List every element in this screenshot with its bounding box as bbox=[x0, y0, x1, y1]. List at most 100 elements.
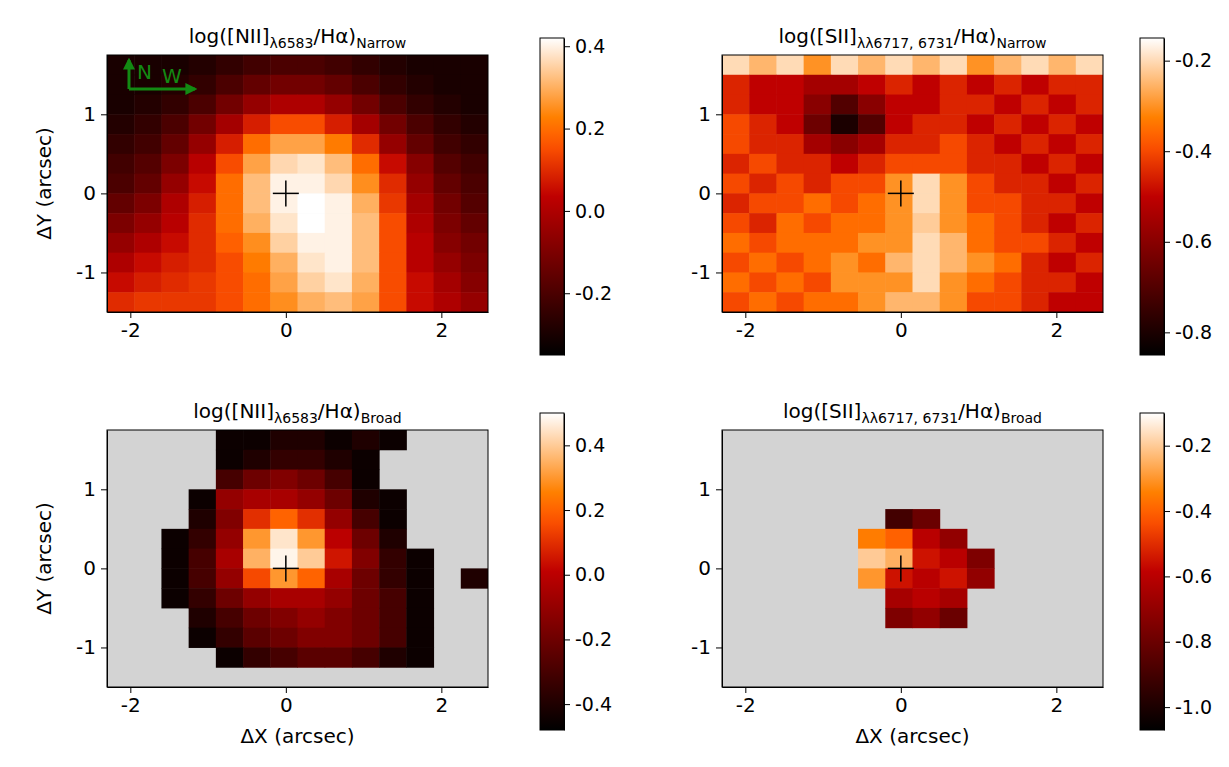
heatmap-cell bbox=[161, 213, 189, 233]
heatmap-cell bbox=[325, 430, 353, 450]
heatmap-cell bbox=[1076, 75, 1103, 95]
heatmap-cell bbox=[1049, 134, 1077, 154]
heatmap-cell bbox=[406, 253, 434, 273]
heatmap-cell bbox=[352, 193, 380, 213]
heatmap-cell bbox=[189, 75, 217, 95]
heatmap-cell bbox=[722, 272, 750, 292]
heatmap-cell bbox=[189, 253, 217, 273]
heatmap-cell bbox=[461, 292, 488, 312]
colorbar-tick-mark bbox=[1164, 446, 1170, 447]
colorbar-axis-line bbox=[1164, 414, 1165, 731]
heatmap-cell bbox=[161, 588, 189, 608]
heatmap-cell bbox=[107, 95, 135, 115]
heatmap-cell bbox=[749, 292, 777, 312]
heatmap-cell bbox=[243, 509, 271, 529]
heatmap-cell bbox=[831, 114, 859, 134]
y-tick-mark bbox=[716, 568, 722, 569]
colorbar-tick: -0.2 bbox=[564, 628, 612, 650]
y-tick: -1 bbox=[76, 635, 107, 659]
heatmap-cell bbox=[434, 174, 462, 194]
heatmap-cell bbox=[994, 233, 1022, 253]
heatmap-cell bbox=[940, 193, 968, 213]
colorbar-tick-mark bbox=[564, 293, 570, 294]
figure: -202-101log([NII]λ6583/Hα)NarrowΔY (arcs… bbox=[0, 0, 1229, 767]
heatmap-cell bbox=[379, 608, 407, 628]
heatmap-cell bbox=[1076, 233, 1103, 253]
heatmap-cell bbox=[298, 470, 326, 490]
heatmap-cell bbox=[885, 608, 913, 628]
heatmap-cell bbox=[189, 272, 217, 292]
heatmap-cell bbox=[831, 95, 859, 115]
y-tick: 1 bbox=[83, 477, 107, 501]
heatmap-cell bbox=[216, 75, 244, 95]
heatmap-cell bbox=[352, 114, 380, 134]
heatmap-cell bbox=[325, 95, 353, 115]
heatmap-cell bbox=[434, 193, 462, 213]
heatmap-cell bbox=[858, 213, 886, 233]
colorbar-tick-label: -0.4 bbox=[1175, 140, 1212, 162]
heatmap-cell bbox=[913, 272, 941, 292]
y-tick-label: 1 bbox=[83, 102, 96, 126]
heatmap-cell bbox=[379, 272, 407, 292]
heatmap-cell bbox=[1049, 233, 1077, 253]
y-tick: 1 bbox=[83, 102, 107, 126]
heatmap-cell bbox=[406, 292, 434, 312]
heatmap-cell bbox=[352, 588, 380, 608]
heatmap-cell bbox=[913, 114, 941, 134]
heatmap-cell bbox=[994, 95, 1022, 115]
heatmap-cell bbox=[270, 430, 298, 450]
y-tick-mark bbox=[101, 489, 107, 490]
heatmap-cell bbox=[352, 272, 380, 292]
heatmap-cell bbox=[804, 114, 832, 134]
heatmap-cell bbox=[325, 489, 353, 509]
heatmap-cell bbox=[967, 134, 995, 154]
heatmap-cell bbox=[776, 75, 804, 95]
heatmap-cell bbox=[298, 213, 326, 233]
x-tick-mark bbox=[745, 687, 746, 693]
y-tick-mark bbox=[101, 272, 107, 273]
heatmap-cell bbox=[379, 114, 407, 134]
heatmap-cell bbox=[967, 292, 995, 312]
colorbar-tick-mark bbox=[1164, 576, 1170, 577]
heatmap-cell bbox=[940, 568, 968, 588]
heatmap-cell bbox=[1021, 174, 1049, 194]
title-subscript: λλ6717, 6731 bbox=[861, 410, 958, 426]
heatmap-cell bbox=[885, 174, 913, 194]
colorbar-tick-mark bbox=[564, 211, 570, 212]
heatmap-cell bbox=[107, 292, 135, 312]
heatmap-cell bbox=[940, 233, 968, 253]
heatmap-cell bbox=[1076, 253, 1103, 273]
heatmap-cell bbox=[189, 588, 217, 608]
colorbar-tick-mark bbox=[1164, 242, 1170, 243]
heatmap-cell bbox=[940, 55, 968, 75]
colorbar-tick-label: -0.4 bbox=[575, 693, 612, 715]
y-tick-label: 1 bbox=[698, 477, 711, 501]
y-axis: -101 bbox=[691, 431, 722, 688]
x-tick-label: 2 bbox=[435, 693, 448, 717]
heatmap-cell bbox=[831, 193, 859, 213]
heatmap-cell bbox=[189, 114, 217, 134]
heatmap-cell bbox=[270, 292, 298, 312]
heatmap-cell bbox=[243, 213, 271, 233]
heatmap-cell bbox=[406, 174, 434, 194]
heatmap-cell bbox=[325, 529, 353, 549]
heatmap-cell bbox=[776, 134, 804, 154]
colorbar-tick: -0.4 bbox=[1164, 500, 1212, 522]
heatmap-cell bbox=[1049, 114, 1077, 134]
heatmap-cell bbox=[1076, 95, 1103, 115]
heatmap-cell bbox=[352, 213, 380, 233]
heatmap-cell bbox=[270, 509, 298, 529]
heatmap-cell bbox=[189, 233, 217, 253]
heatmap-cell bbox=[940, 272, 968, 292]
heatmap-cell bbox=[1021, 114, 1049, 134]
heatmap-cell bbox=[722, 253, 750, 273]
y-axis: -101 bbox=[691, 56, 722, 313]
heatmap-cell bbox=[352, 529, 380, 549]
heatmap-cell bbox=[406, 114, 434, 134]
x-tick-label: -2 bbox=[121, 318, 141, 342]
heatmap-cell bbox=[270, 647, 298, 667]
title-part: log([SII] bbox=[783, 399, 861, 423]
x-tick-mark bbox=[130, 687, 131, 693]
heatmap-cell bbox=[243, 450, 271, 470]
plot-area bbox=[722, 55, 1103, 312]
